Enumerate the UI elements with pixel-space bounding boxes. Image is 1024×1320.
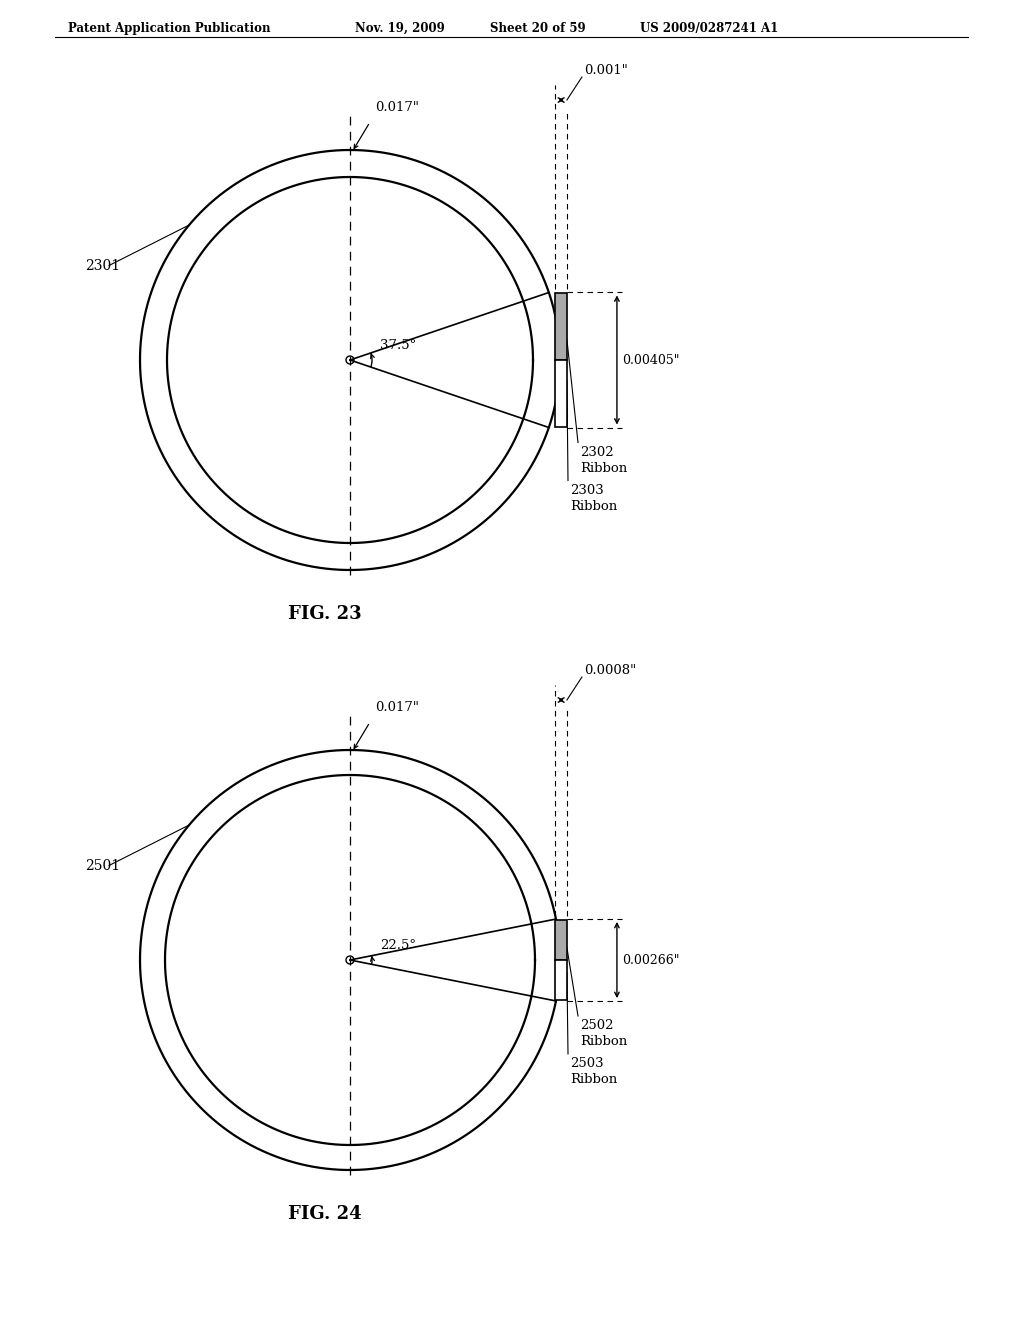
Text: 2303: 2303 [570,483,604,496]
Text: Ribbon: Ribbon [580,462,628,474]
Text: US 2009/0287241 A1: US 2009/0287241 A1 [640,22,778,36]
Bar [555,293,567,360]
Text: 22.5°: 22.5° [380,939,416,952]
Text: 0.00405": 0.00405" [622,354,680,367]
Bar [555,920,567,960]
Text: 2302: 2302 [580,446,613,458]
Text: 2301: 2301 [85,259,120,272]
Text: 2501: 2501 [85,858,120,873]
Text: Nov. 19, 2009: Nov. 19, 2009 [355,22,444,36]
Text: 0.0008": 0.0008" [584,664,636,677]
Text: 0.001": 0.001" [584,63,628,77]
Text: Sheet 20 of 59: Sheet 20 of 59 [490,22,586,36]
Text: 2503: 2503 [570,1057,603,1071]
Text: 2502: 2502 [580,1019,613,1032]
Text: Ribbon: Ribbon [580,1035,628,1048]
Text: FIG. 24: FIG. 24 [288,1205,361,1224]
Text: 37.5°: 37.5° [380,339,416,352]
Text: FIG. 23: FIG. 23 [288,605,361,623]
Text: 0.017": 0.017" [375,701,419,714]
Bar [555,960,567,1001]
Bar [555,360,567,426]
Text: 0.00266": 0.00266" [622,953,680,966]
Text: Patent Application Publication: Patent Application Publication [68,22,270,36]
Text: Ribbon: Ribbon [570,499,617,512]
Text: 0.017": 0.017" [375,102,419,114]
Text: Ribbon: Ribbon [570,1073,617,1086]
